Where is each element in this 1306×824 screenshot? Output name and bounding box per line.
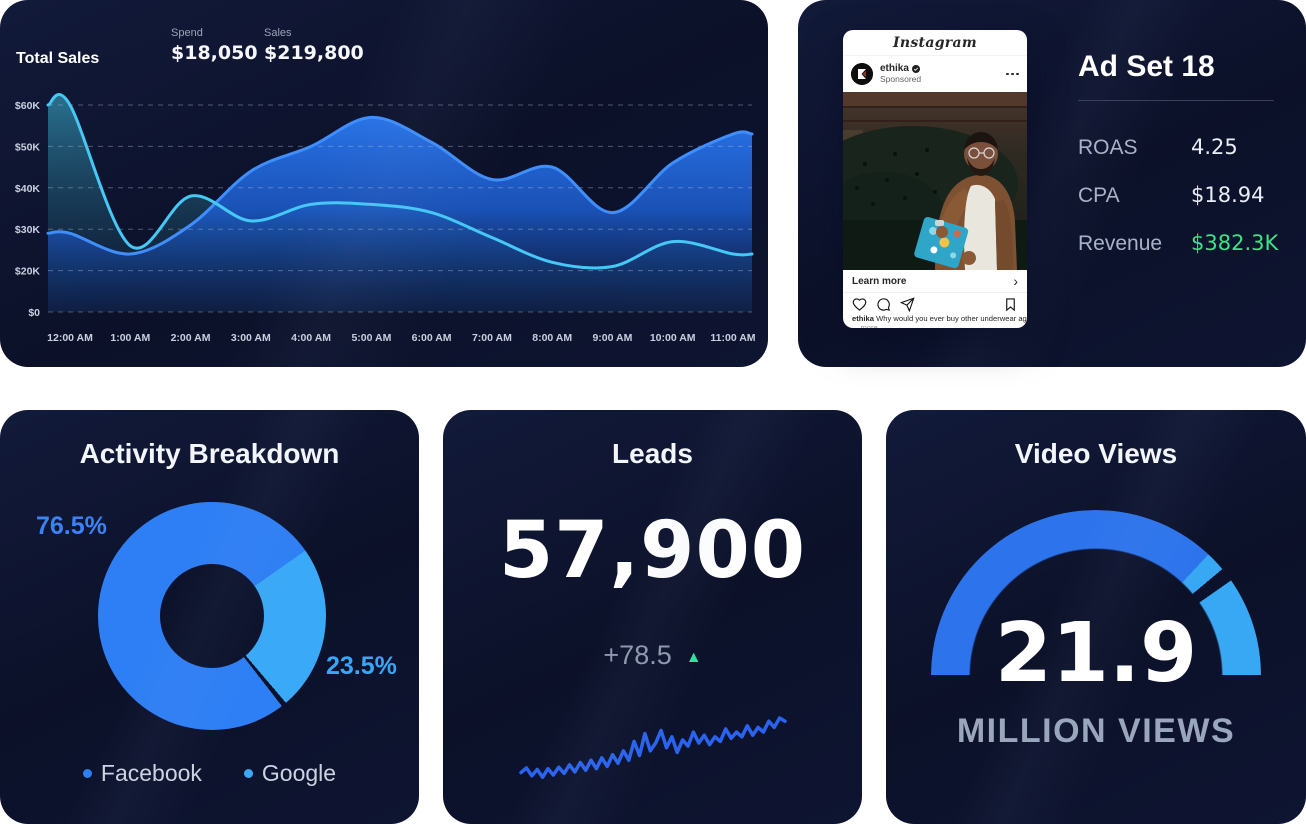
svg-text:9:00 AM: 9:00 AM bbox=[592, 332, 632, 344]
svg-text:3:00 AM: 3:00 AM bbox=[231, 332, 271, 344]
activity-donut bbox=[98, 502, 326, 730]
google-percentage: 23.5% bbox=[326, 652, 397, 680]
facebook-dot-icon bbox=[82, 769, 92, 778]
caption-account: ethika bbox=[852, 314, 874, 323]
svg-text:10:00 AM: 10:00 AM bbox=[650, 332, 696, 344]
instagram-account-block: ethika Sponsored bbox=[880, 63, 921, 84]
roas-value: 4.25 bbox=[1191, 135, 1238, 159]
leads-title: Leads bbox=[612, 438, 693, 469]
leads-delta: +78.5 ▲ bbox=[443, 640, 862, 671]
cpa-label: CPA bbox=[1078, 184, 1120, 207]
cpa-value: $18.94 bbox=[1191, 183, 1265, 207]
svg-text:$0: $0 bbox=[28, 307, 40, 319]
activity-title: Activity Breakdown bbox=[79, 438, 340, 469]
up-triangle-icon: ▲ bbox=[685, 649, 702, 666]
chevron-right-icon: › bbox=[1013, 273, 1018, 289]
instagram-action-row bbox=[843, 293, 1027, 313]
svg-text:$40K: $40K bbox=[15, 183, 41, 195]
leads-card: Leads 57,900 +78.5 ▲ bbox=[443, 410, 862, 824]
verified-badge-icon bbox=[911, 65, 920, 74]
learn-more-label: Learn more bbox=[852, 275, 907, 287]
video-views-gauge bbox=[931, 510, 1261, 676]
revenue-row: Revenue $382.3K bbox=[1078, 231, 1290, 256]
ad-set-panel: Ad Set 18 ROAS 4.25 CPA $18.94 Revenue $… bbox=[1078, 50, 1290, 279]
spend-value: $18,050 bbox=[171, 42, 258, 64]
svg-text:5:00 AM: 5:00 AM bbox=[351, 332, 391, 344]
video-views-value: 21.9 bbox=[994, 606, 1198, 701]
caption-text: Why would you ever buy other underwear a… bbox=[876, 314, 1027, 323]
spend-label: Spend bbox=[171, 27, 203, 39]
video-views-card: Video Views 21.9 MILLION VIEWS bbox=[886, 410, 1306, 824]
donut-legend: Facebook Google bbox=[0, 760, 419, 787]
sales-value: $219,800 bbox=[264, 42, 364, 64]
svg-text:1:00 AM: 1:00 AM bbox=[110, 332, 150, 344]
svg-text:6:00 AM: 6:00 AM bbox=[412, 332, 452, 344]
svg-text:7:00 AM: 7:00 AM bbox=[472, 332, 512, 344]
comment-icon[interactable] bbox=[876, 297, 891, 312]
roas-row: ROAS 4.25 bbox=[1078, 135, 1290, 160]
sales-metric: Sales $219,800 bbox=[264, 27, 364, 64]
instagram-post: Instagram ethika bbox=[843, 30, 1027, 328]
like-heart-icon[interactable] bbox=[852, 297, 867, 312]
post-caption: ethika Why would you ever buy other unde… bbox=[843, 313, 1027, 323]
instagram-logo: Instagram bbox=[893, 34, 977, 51]
roas-label: ROAS bbox=[1078, 136, 1138, 159]
instagram-profile-row: ethika Sponsored bbox=[843, 56, 1027, 92]
delta-value: +78.5 bbox=[603, 640, 672, 670]
more-link[interactable]: ... more bbox=[852, 323, 878, 328]
more-options-icon[interactable] bbox=[1006, 72, 1019, 76]
ad-photo bbox=[843, 92, 1027, 270]
total-sales-chart: $60K $50K $40K $30K $20K $0 12:00 AM 1:00 AM 2:0… bbox=[15, 93, 756, 344]
google-dot-icon bbox=[243, 769, 253, 778]
svg-text:4:00 AM: 4:00 AM bbox=[291, 332, 331, 344]
sponsored-label: Sponsored bbox=[880, 73, 922, 84]
total-sales-title: Total Sales bbox=[16, 50, 100, 67]
activity-breakdown-card: Activity Breakdown 76.5% 23.5% Facebook … bbox=[0, 410, 419, 824]
svg-text:8:00 AM: 8:00 AM bbox=[532, 332, 572, 344]
svg-text:2:00 AM: 2:00 AM bbox=[171, 332, 211, 344]
svg-text:$60K: $60K bbox=[15, 100, 41, 112]
svg-text:11:00 AM: 11:00 AM bbox=[710, 332, 755, 344]
donut-hole bbox=[160, 564, 264, 668]
svg-text:$30K: $30K bbox=[15, 224, 41, 236]
learn-more-button[interactable]: Learn more › bbox=[843, 270, 1027, 293]
leads-value: 57,900 bbox=[499, 506, 806, 596]
total-sales-card: Total Sales Spend $18,050 Sales $219,800… bbox=[0, 0, 768, 367]
sales-label: Sales bbox=[264, 27, 292, 39]
svg-text:$20K: $20K bbox=[15, 266, 41, 278]
bookmark-icon[interactable] bbox=[1003, 297, 1018, 312]
ad-set-metrics: ROAS 4.25 CPA $18.94 Revenue $382.3K bbox=[1078, 135, 1290, 256]
leads-sparkline bbox=[519, 716, 787, 780]
ad-set-title: Ad Set 18 bbox=[1078, 50, 1215, 83]
ethika-avatar bbox=[851, 63, 873, 85]
share-icon[interactable] bbox=[900, 297, 915, 312]
divider bbox=[1078, 100, 1274, 101]
spend-metric: Spend $18,050 bbox=[171, 27, 258, 64]
revenue-label: Revenue bbox=[1078, 232, 1163, 255]
cpa-row: CPA $18.94 bbox=[1078, 183, 1290, 208]
facebook-percentage: 76.5% bbox=[36, 512, 107, 540]
revenue-value: $382.3K bbox=[1191, 231, 1279, 255]
legend-google: Google bbox=[243, 760, 336, 787]
svg-text:12:00 AM: 12:00 AM bbox=[47, 332, 93, 344]
ad-set-card: Instagram ethika bbox=[798, 0, 1306, 367]
legend-facebook: Facebook bbox=[82, 760, 202, 787]
video-views-unit: MILLION VIEWS bbox=[956, 712, 1236, 750]
video-views-title: Video Views bbox=[1014, 438, 1178, 469]
svg-text:$50K: $50K bbox=[15, 141, 41, 153]
account-name: ethika bbox=[880, 63, 909, 75]
instagram-header: Instagram bbox=[843, 30, 1027, 56]
